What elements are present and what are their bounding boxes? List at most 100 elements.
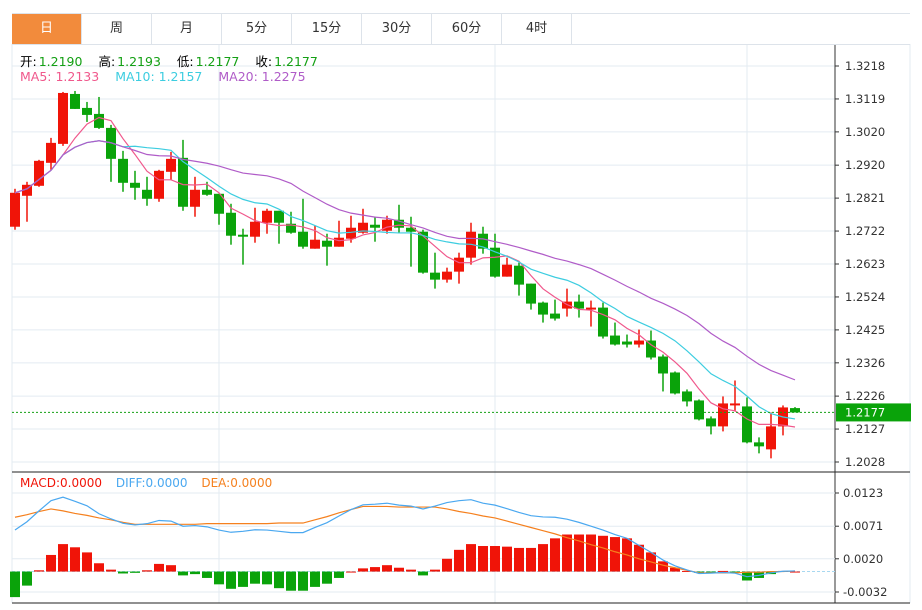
low-value: 1.2177 <box>195 54 240 69</box>
last-price-badge <box>836 403 911 422</box>
candle-body <box>154 170 164 199</box>
candle-body <box>742 406 752 443</box>
tab-2[interactable]: 月 <box>152 14 222 44</box>
candle-body <box>358 222 368 233</box>
macd-bar <box>58 544 68 572</box>
candle-body <box>562 301 572 309</box>
macd-bar <box>610 537 620 572</box>
candle-body <box>574 301 584 309</box>
last-price-label: 1.2177 <box>845 405 885 419</box>
candle-body <box>514 265 524 285</box>
candle-body <box>70 93 80 109</box>
candle-body <box>382 219 392 231</box>
candle-body <box>610 335 620 345</box>
candle-body <box>166 158 176 172</box>
open-label: 开: <box>20 54 37 69</box>
macd-bar <box>10 571 20 598</box>
macd-bar <box>538 544 548 572</box>
close-value: 1.2177 <box>274 54 318 69</box>
high-value: 1.2193 <box>117 54 161 69</box>
candle-body <box>310 239 320 249</box>
candle-body <box>178 157 188 207</box>
candle-body <box>466 231 476 258</box>
candle-body <box>454 257 464 272</box>
candle-body <box>550 313 560 319</box>
candle-body <box>58 92 68 144</box>
ma10-line <box>14 140 796 420</box>
candle-body <box>790 408 800 413</box>
diff-value: DIFF:0.0000 <box>115 476 188 490</box>
macd-bar <box>406 569 416 572</box>
macd-bar <box>286 571 296 591</box>
macd-bar <box>346 571 356 573</box>
candle-body <box>286 223 296 233</box>
price-tick-label: 1.2028 <box>845 455 885 469</box>
candle-body <box>46 142 56 163</box>
candle-body <box>142 189 152 199</box>
tab-1[interactable]: 周 <box>82 14 152 44</box>
candle-body <box>586 307 596 310</box>
macd-bar <box>790 571 800 573</box>
candle-body <box>718 403 728 427</box>
candle-body <box>298 231 308 247</box>
macd-bar <box>478 546 488 572</box>
candle-body <box>730 403 740 406</box>
macd-bar <box>70 547 80 572</box>
candle-body <box>118 158 128 183</box>
macd-bar <box>550 538 560 572</box>
macd-bar <box>514 547 524 572</box>
macd-bar <box>670 567 680 572</box>
macd-bar <box>250 571 260 584</box>
macd-bar <box>82 552 92 572</box>
macd-value: MACD:0.0000 <box>20 476 103 490</box>
candle-body <box>658 356 668 374</box>
candle-body <box>202 189 212 195</box>
candle-body <box>490 247 500 277</box>
macd-bar <box>682 570 692 572</box>
price-tick-label: 1.2326 <box>845 356 885 370</box>
candle-body <box>526 283 536 304</box>
candle-body <box>322 240 332 247</box>
tab-4[interactable]: 15分 <box>292 14 362 44</box>
macd-bar <box>166 565 176 572</box>
price-tick-label: 1.3218 <box>845 59 885 73</box>
ma10-value: MA10: 1.2157 <box>115 69 203 84</box>
open-value: 1.2190 <box>38 54 83 69</box>
macd-bar <box>274 571 284 589</box>
tab-3[interactable]: 5分 <box>222 14 292 44</box>
low-label: 低: <box>176 54 194 69</box>
macd-bar <box>658 561 668 572</box>
macd-bar <box>226 571 236 589</box>
price-tick-label: 1.3020 <box>845 125 885 139</box>
macd-bar <box>694 571 704 573</box>
tab-7[interactable]: 4时 <box>502 14 572 44</box>
macd-bar <box>430 569 440 572</box>
macd-tick-label: -0.0032 <box>843 585 887 599</box>
tab-6[interactable]: 60分 <box>432 14 502 44</box>
macd-bar <box>298 571 308 591</box>
tab-5[interactable]: 30分 <box>362 14 432 44</box>
candle-body <box>226 212 236 236</box>
macd-bar <box>766 571 776 575</box>
macd-bar <box>466 544 476 572</box>
candle-body <box>418 231 428 273</box>
tab-0[interactable]: 日 <box>12 14 82 44</box>
macd-bar <box>202 571 212 578</box>
candle-body <box>250 221 260 237</box>
candle-body <box>670 372 680 394</box>
macd-bar <box>778 570 788 572</box>
macd-bar <box>622 538 632 572</box>
macd-bar <box>94 563 104 572</box>
macd-bar <box>334 571 344 578</box>
candle-body <box>34 160 44 186</box>
macd-bar <box>118 571 128 574</box>
macd-bar <box>322 571 332 584</box>
macd-bar <box>706 571 716 573</box>
price-tick-label: 1.2226 <box>845 389 885 403</box>
candle-body <box>502 264 512 277</box>
macd-bar <box>238 571 248 587</box>
candle-body <box>370 224 380 228</box>
candle-body <box>706 418 716 427</box>
macd-bar <box>742 571 752 581</box>
